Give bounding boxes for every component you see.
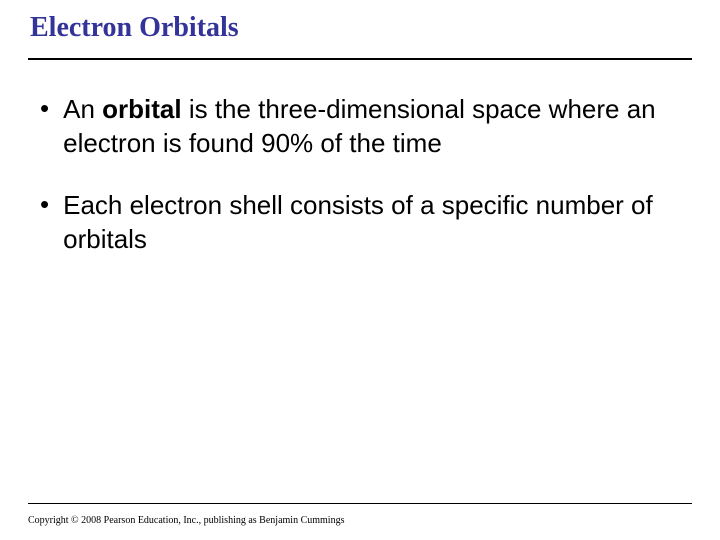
bullet-marker: • bbox=[40, 92, 49, 124]
bullet-text: Each electron shell consists of a specif… bbox=[63, 188, 680, 256]
bullet-item: • Each electron shell consists of a spec… bbox=[36, 188, 680, 256]
text-run: An bbox=[63, 94, 102, 124]
text-run-bold: orbital bbox=[102, 94, 181, 124]
bullet-marker: • bbox=[40, 188, 49, 220]
bullet-item: • An orbital is the three-dimensional sp… bbox=[36, 92, 680, 160]
text-run: Each electron shell consists of a specif… bbox=[63, 190, 653, 254]
content-area: • An orbital is the three-dimensional sp… bbox=[28, 60, 692, 256]
bullet-text: An orbital is the three-dimensional spac… bbox=[63, 92, 680, 160]
footer-divider bbox=[28, 503, 692, 504]
page-title: Electron Orbitals bbox=[30, 12, 692, 44]
slide: Electron Orbitals • An orbital is the th… bbox=[0, 0, 720, 540]
copyright-text: Copyright © 2008 Pearson Education, Inc.… bbox=[28, 515, 344, 526]
